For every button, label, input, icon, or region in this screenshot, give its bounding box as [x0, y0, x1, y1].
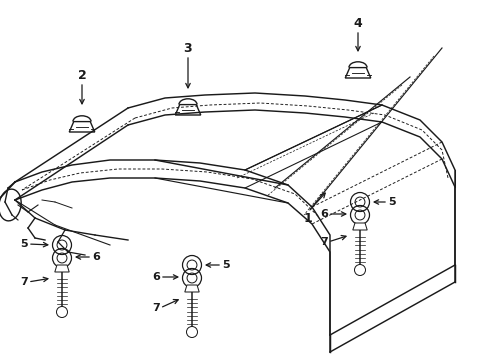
Text: 7: 7: [152, 303, 160, 313]
Circle shape: [186, 327, 197, 338]
Text: 5: 5: [222, 260, 229, 270]
Text: 6: 6: [152, 272, 160, 282]
Text: 5: 5: [20, 239, 28, 249]
Text: 2: 2: [78, 69, 86, 82]
Polygon shape: [55, 265, 69, 272]
Text: 3: 3: [183, 42, 192, 55]
Polygon shape: [352, 223, 366, 230]
Polygon shape: [184, 285, 199, 292]
Circle shape: [57, 306, 67, 318]
Text: 7: 7: [20, 277, 28, 287]
Circle shape: [354, 265, 365, 275]
Text: 6: 6: [92, 252, 100, 262]
Text: 1: 1: [303, 212, 312, 225]
Text: 5: 5: [387, 197, 395, 207]
Text: 4: 4: [353, 17, 362, 30]
Text: 6: 6: [320, 209, 327, 219]
Text: 7: 7: [320, 237, 327, 247]
